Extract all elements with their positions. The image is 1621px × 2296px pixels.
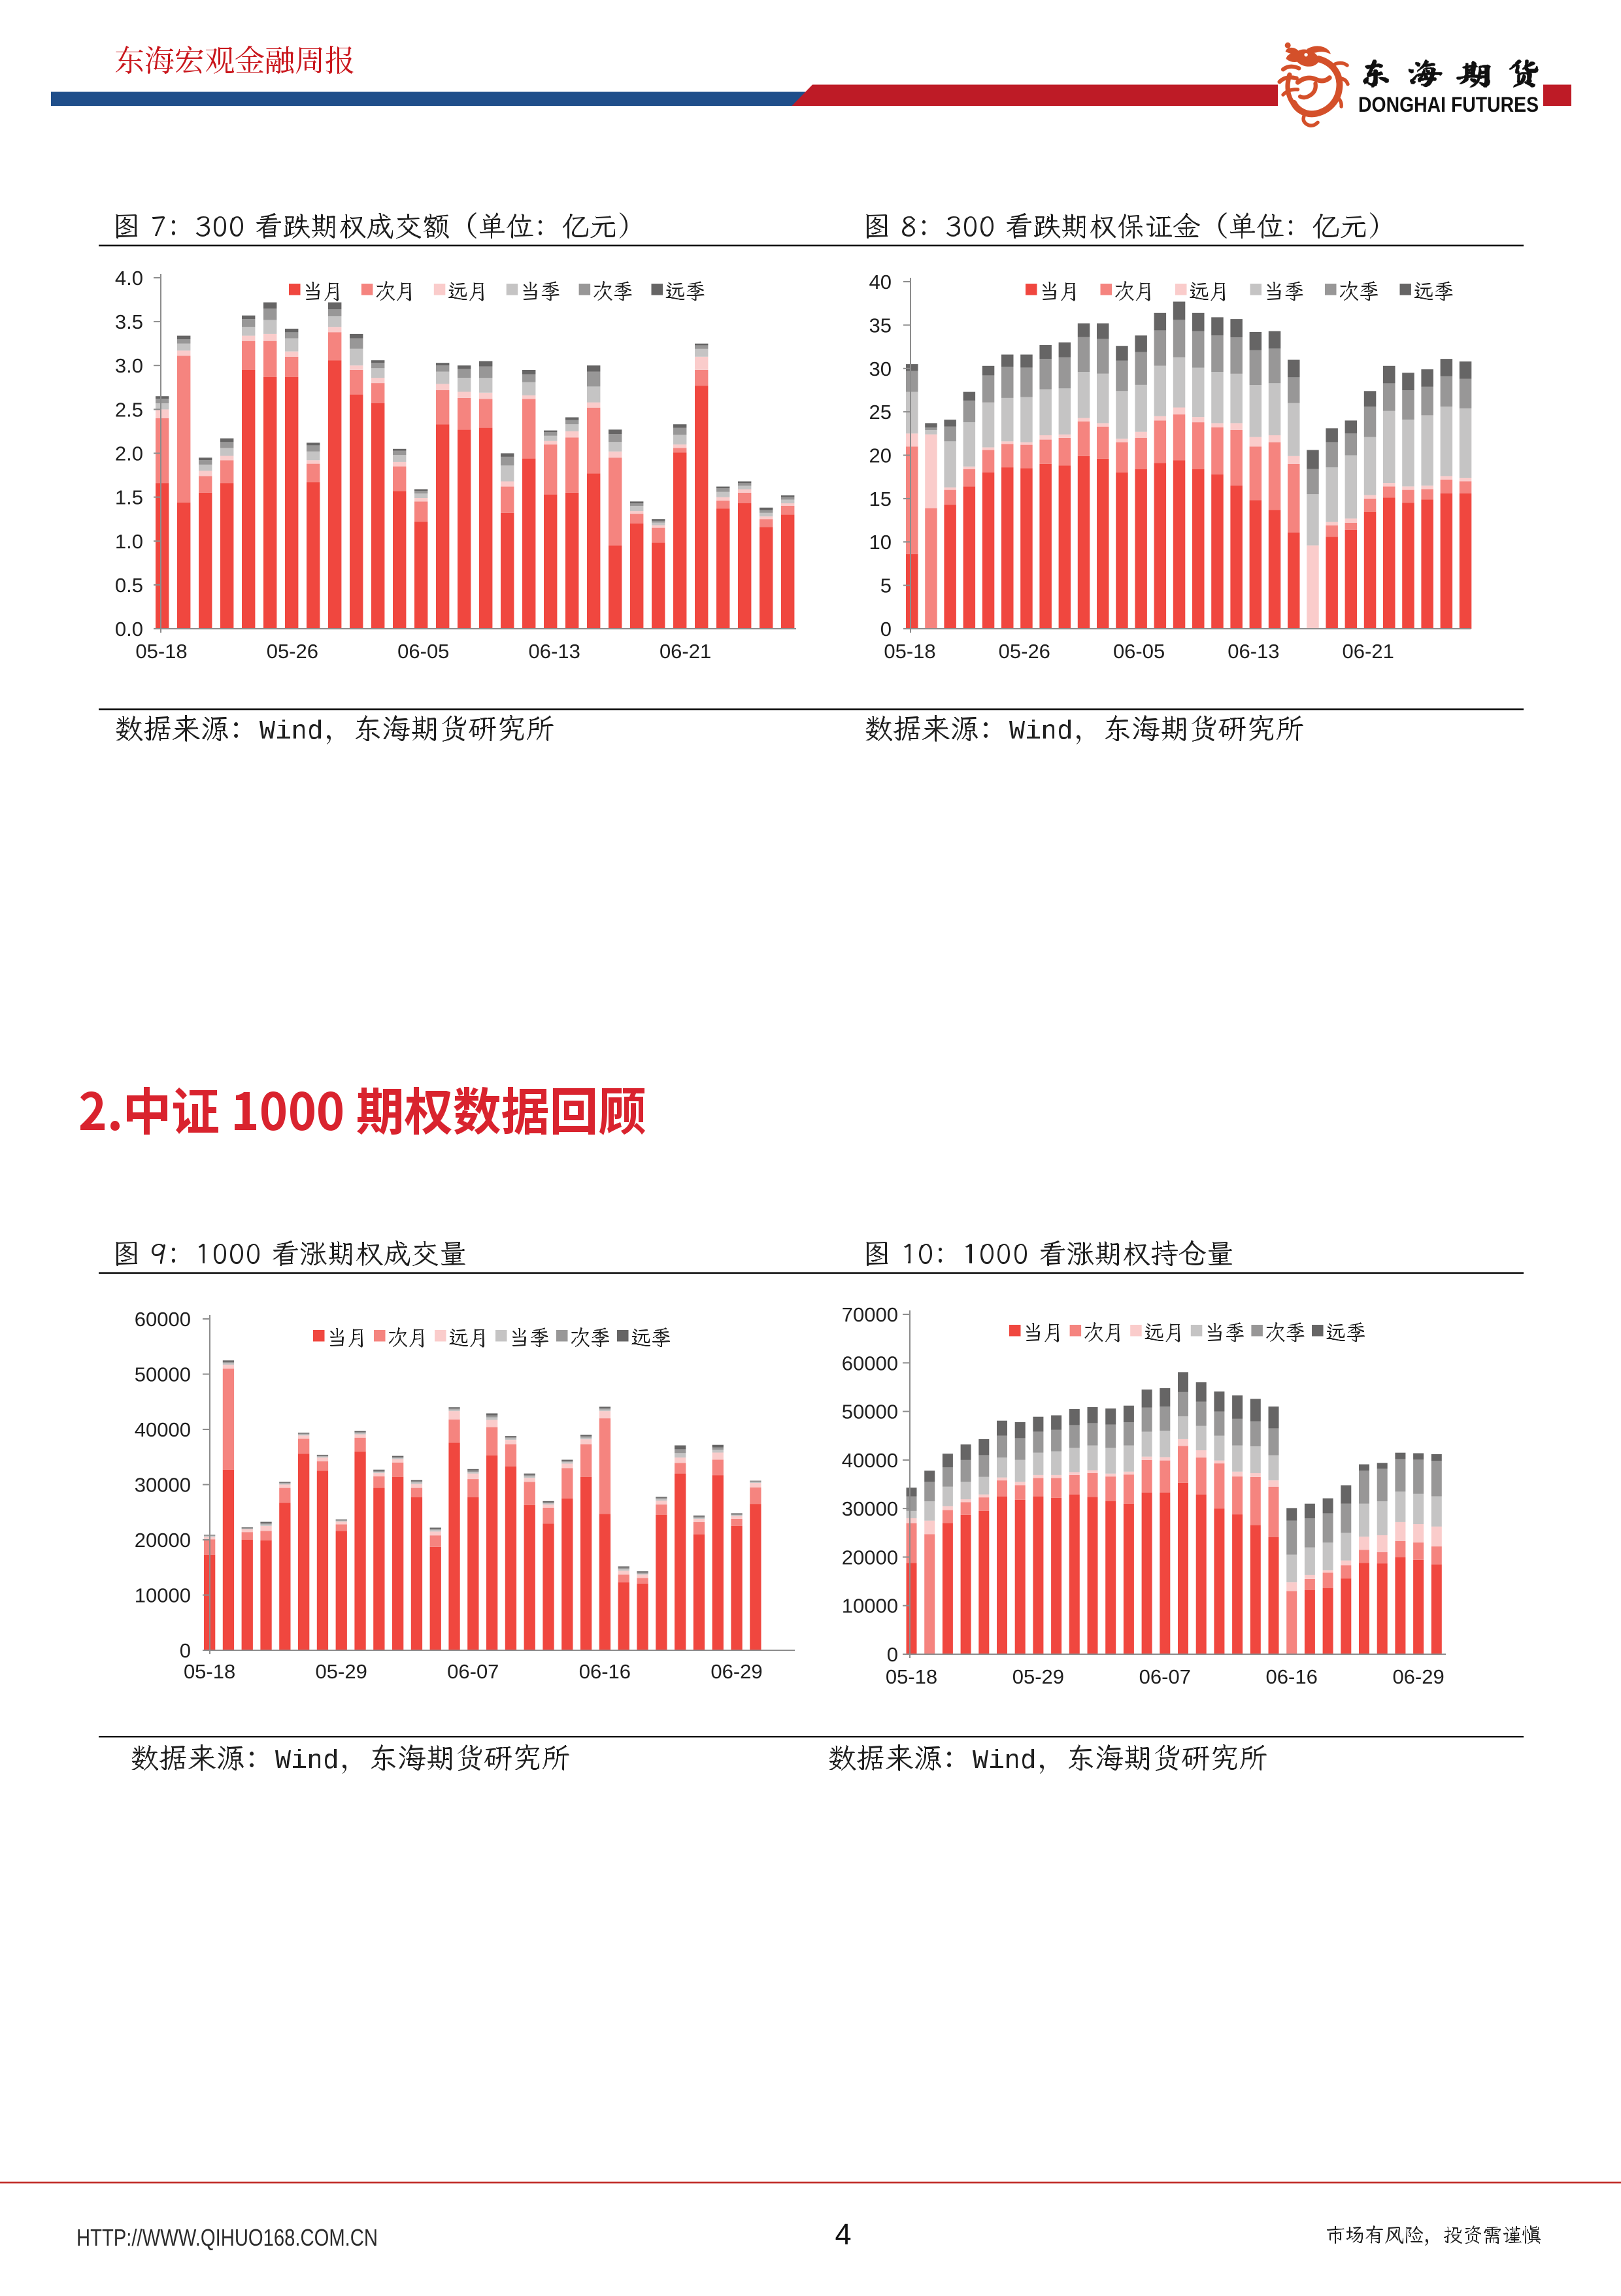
svg-text:2.5: 2.5 (115, 398, 143, 421)
svg-text:15: 15 (869, 488, 892, 510)
svg-text:50000: 50000 (135, 1363, 191, 1386)
svg-text:3.0: 3.0 (115, 354, 143, 377)
svg-text:05-26: 05-26 (267, 640, 318, 663)
svg-text:06-21: 06-21 (660, 640, 711, 663)
svg-text:10000: 10000 (842, 1595, 898, 1618)
svg-text:4: 4 (835, 2218, 851, 2251)
svg-text:5: 5 (880, 574, 892, 597)
svg-text:10000: 10000 (135, 1584, 191, 1607)
svg-text:70000: 70000 (842, 1303, 898, 1326)
svg-text:2.0: 2.0 (115, 442, 143, 465)
svg-text:3.5: 3.5 (115, 310, 143, 333)
svg-text:50000: 50000 (842, 1401, 898, 1423)
svg-text:05-18: 05-18 (135, 640, 187, 663)
svg-text:25: 25 (869, 401, 892, 424)
svg-text:06-29: 06-29 (1392, 1665, 1444, 1688)
svg-text:30000: 30000 (842, 1497, 898, 1520)
svg-text:20: 20 (869, 444, 892, 467)
svg-text:0: 0 (180, 1639, 191, 1662)
svg-text:1.0: 1.0 (115, 530, 143, 553)
svg-text:1.5: 1.5 (115, 486, 143, 509)
svg-text:06-16: 06-16 (579, 1660, 631, 1683)
svg-text:DONGHAI FUTURES: DONGHAI FUTURES (1358, 93, 1539, 116)
svg-text:30000: 30000 (135, 1474, 191, 1497)
svg-text:60000: 60000 (842, 1352, 898, 1374)
svg-text:40000: 40000 (842, 1449, 898, 1472)
svg-text:06-07: 06-07 (447, 1660, 499, 1683)
svg-text:10: 10 (869, 531, 892, 554)
svg-text:0.0: 0.0 (115, 618, 143, 641)
svg-text:40000: 40000 (135, 1418, 191, 1441)
svg-text:05-29: 05-29 (1012, 1665, 1064, 1688)
svg-text:05-18: 05-18 (884, 640, 935, 663)
svg-text:06-21: 06-21 (1343, 640, 1394, 663)
svg-text:06-05: 06-05 (397, 640, 449, 663)
svg-text:0: 0 (880, 618, 892, 641)
svg-text:06-29: 06-29 (710, 1660, 762, 1683)
svg-text:06-13: 06-13 (529, 640, 580, 663)
svg-text:0.5: 0.5 (115, 574, 143, 597)
svg-text:35: 35 (869, 314, 892, 337)
svg-text:0: 0 (887, 1643, 898, 1666)
svg-text:05-18: 05-18 (184, 1660, 235, 1683)
svg-text:HTTP://WWW.QIHUO168.COM.CN: HTTP://WWW.QIHUO168.COM.CN (76, 2224, 378, 2251)
svg-text:4.0: 4.0 (115, 267, 143, 290)
svg-text:30: 30 (869, 358, 892, 380)
svg-text:05-18: 05-18 (886, 1665, 937, 1688)
svg-text:06-05: 06-05 (1113, 640, 1165, 663)
svg-text:06-07: 06-07 (1139, 1665, 1191, 1688)
svg-text:60000: 60000 (135, 1308, 191, 1331)
svg-text:06-16: 06-16 (1266, 1665, 1318, 1688)
svg-text:05-29: 05-29 (316, 1660, 367, 1683)
svg-text:05-26: 05-26 (999, 640, 1050, 663)
svg-text:20000: 20000 (135, 1529, 191, 1552)
svg-text:20000: 20000 (842, 1546, 898, 1569)
svg-text:40: 40 (869, 271, 892, 293)
svg-text:06-13: 06-13 (1228, 640, 1279, 663)
